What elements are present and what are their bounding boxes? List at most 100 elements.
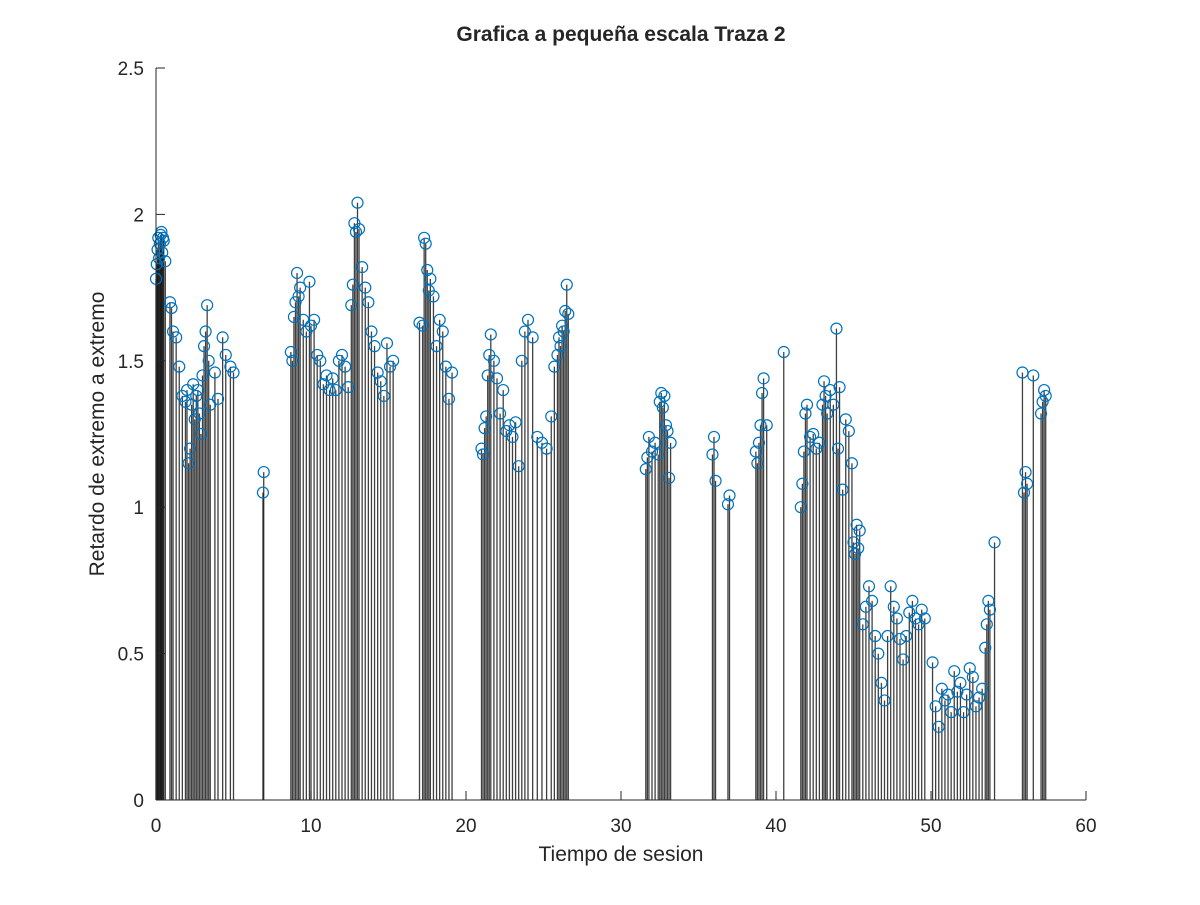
stem-marker <box>831 442 845 455</box>
stem-marker <box>289 296 302 309</box>
stem-marker <box>909 612 922 625</box>
stem-marker <box>356 261 369 274</box>
stem-marker <box>484 328 497 341</box>
x-tick-label: 10 <box>300 816 321 837</box>
stem-marker <box>896 653 910 666</box>
stem-marker <box>287 310 301 323</box>
stem-marker <box>945 706 958 719</box>
stem-marker <box>335 348 349 362</box>
stem-marker <box>179 395 192 408</box>
stem-marker <box>957 706 970 719</box>
stem-marker <box>656 401 669 414</box>
stem-marker <box>749 445 762 458</box>
stem-marker <box>1038 383 1051 397</box>
stem-marker <box>752 436 766 449</box>
stem-marker <box>526 331 539 344</box>
stem-marker <box>963 662 976 675</box>
x-tick-label: 60 <box>1075 816 1096 837</box>
stem-marker <box>166 325 180 338</box>
stem-marker <box>196 369 209 382</box>
stem-marker <box>480 410 493 423</box>
stem-marker <box>476 448 490 461</box>
stem-marker <box>794 501 807 514</box>
stem-marker <box>326 372 339 385</box>
stem-marker <box>639 463 652 476</box>
stem-marker <box>421 263 434 277</box>
stem-marker <box>481 369 494 382</box>
stem-marker <box>839 413 852 426</box>
stem-marker <box>707 430 721 444</box>
stem-marker <box>1020 477 1034 490</box>
stem-marker <box>170 331 183 344</box>
stem-marker <box>184 442 197 455</box>
stem-marker <box>199 325 212 338</box>
stem-marker <box>872 647 885 660</box>
stem-marker <box>852 542 865 555</box>
stem-marker <box>845 457 859 470</box>
stem-marker <box>655 386 668 400</box>
stem-marker <box>362 296 375 309</box>
stem-marker <box>1027 369 1040 382</box>
stem-marker <box>153 252 166 265</box>
stem-marker <box>853 524 866 537</box>
stem-marker <box>760 419 773 432</box>
stem-marker <box>813 436 826 449</box>
stem-marker <box>487 354 500 367</box>
stem-marker <box>286 354 299 367</box>
x-ticks: 0 10 20 30 40 50 60 <box>151 791 1097 837</box>
stem-marker <box>988 536 1001 549</box>
stem-marker <box>257 465 270 479</box>
stem-marker <box>156 246 169 259</box>
stem-marker <box>906 594 919 607</box>
stem-marker <box>512 460 525 473</box>
stem-marker <box>1019 465 1032 479</box>
stem-marker <box>751 457 764 470</box>
stem-marker <box>559 304 572 318</box>
stem-marker <box>757 372 770 385</box>
chart-title: Grafica a pequeña escala Traza 2 <box>456 23 785 46</box>
stem-marker <box>900 629 913 643</box>
stem-marker <box>929 700 942 713</box>
stem-marker <box>887 600 900 613</box>
stem-marker <box>833 381 846 394</box>
stem-marker <box>320 369 333 382</box>
stem-marker <box>842 424 855 438</box>
stem-marker <box>442 392 456 405</box>
stem-marker <box>478 422 491 435</box>
stem-marker <box>153 237 166 250</box>
stem-marker <box>227 366 240 379</box>
stem-marker <box>346 278 359 291</box>
stem-marker <box>518 325 532 338</box>
stem-marker <box>982 594 995 607</box>
stem-marker <box>848 547 862 561</box>
stem-marker <box>521 313 535 326</box>
stem-marker <box>292 290 305 303</box>
y-tick-label: 2.5 <box>118 59 144 80</box>
stem-marker <box>157 234 170 247</box>
stem-marker <box>856 618 869 631</box>
stem-marker <box>211 392 225 405</box>
stem-marker <box>799 407 812 420</box>
stem-marker <box>445 366 459 379</box>
stem-marker <box>371 366 384 379</box>
stem-marker <box>216 331 229 344</box>
stem-marker <box>836 483 849 496</box>
stem-marker <box>980 618 993 631</box>
stem-marker <box>342 381 355 394</box>
stem-marker <box>662 471 676 485</box>
stem-marker <box>969 700 983 713</box>
y-tick-label: 0 <box>133 791 144 812</box>
stem-marker <box>554 340 567 353</box>
stem-marker <box>796 477 809 490</box>
stem-marker <box>938 694 952 707</box>
stem-marker <box>827 398 840 411</box>
y-tick-label: 0.5 <box>118 645 144 666</box>
stem-marker <box>941 688 955 701</box>
x-tick-label: 50 <box>920 816 941 837</box>
stem-marker <box>163 296 177 309</box>
stem-marker <box>755 386 769 400</box>
stem-marker <box>352 222 366 236</box>
stem-marker <box>723 489 736 502</box>
stem-marker <box>190 389 203 403</box>
stem-marker <box>797 445 811 458</box>
